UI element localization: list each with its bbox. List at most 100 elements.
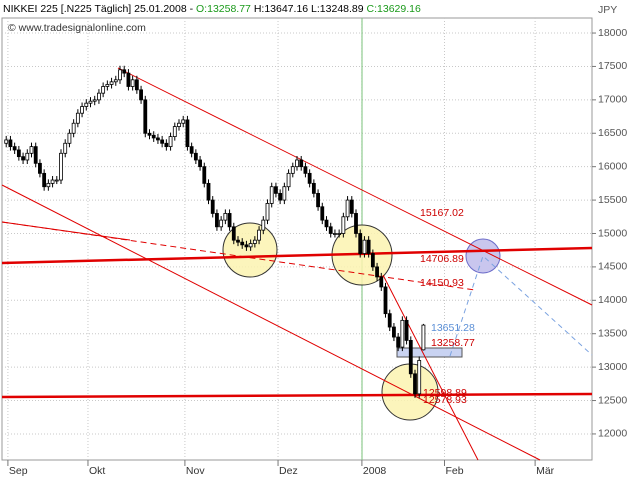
candle-body [59,152,63,181]
candle-body [54,179,59,182]
watermark: © www.tradesignalonline.com [8,22,146,34]
y-unit: JPY [598,4,617,16]
candle-body [63,142,68,154]
candle-body [311,182,316,194]
candle-body [143,99,148,134]
y-tick-label: 13500 [598,327,627,339]
annotation-label: 13651.28 [431,322,475,334]
candle-body [16,149,21,158]
annotations: 15167.02 14706.89 14150.93 13651.28 13258.77… [420,207,475,406]
candle-body [290,166,295,174]
candle-body [324,219,329,228]
candle-body [328,226,333,234]
candle-body [261,219,266,231]
candle-body [12,146,17,151]
candle-body [295,159,299,168]
candle-body [265,203,270,221]
candle-body [387,313,392,328]
candle-body [168,136,173,148]
candles [4,65,426,398]
candle-body [282,186,287,201]
candle-body [130,79,135,87]
candle-body [25,152,30,161]
candle-body [42,172,47,188]
candle-body [8,139,13,148]
candle-body [122,69,127,74]
ohlc-value: L:13248.89 [311,3,364,15]
candle-body [244,244,249,248]
trend-line [117,67,593,306]
candle-body [134,79,139,91]
candle-body [193,152,198,161]
candle-body [71,122,76,134]
candle-body [118,69,122,81]
candle-body [33,146,38,164]
candle-body [38,162,42,174]
header: NIKKEI 225 [.N225 Täglich] 25.01.2008 - … [3,3,421,15]
candle-body [92,99,97,102]
y-tick-label: 12000 [598,428,627,440]
candle-body [147,132,152,136]
candle-body [248,243,253,248]
candle-body [358,233,363,254]
y-tick-label: 17500 [598,60,627,72]
support-line [1,392,593,399]
highlight-circle [222,222,278,278]
ohlc: O:13258.77 H:13647.16 L:13248.89 C:13629… [193,3,421,15]
candle-body [354,213,358,234]
candle-body [286,172,291,188]
candle-body [379,276,384,288]
annotation-label: 12578.93 [423,394,467,406]
candle-body [366,239,371,254]
candle-body [404,319,409,341]
y-tick-label: 12500 [598,394,627,406]
candle-body [303,166,308,174]
ohlc-value: C:13629.16 [367,3,421,15]
annotation-label: 12598.89 [423,387,467,399]
candle-body [206,182,211,201]
candle-body [202,166,207,184]
candle-body [75,112,80,124]
y-tick-label: 16500 [598,127,627,139]
candle-body [421,324,426,351]
annotation-label: 14706.89 [420,253,464,265]
candle-body [185,119,190,148]
candle-body [172,126,177,138]
candle-body [50,179,55,184]
candle-body [349,199,354,214]
x-tick-label: Mär [536,465,555,477]
candle-body [126,72,131,87]
candle-body [109,81,114,85]
candle-body [67,132,72,144]
candle-body [177,122,181,127]
y-tick-label: 16000 [598,160,627,172]
trend-line [382,274,479,461]
candle-body [181,119,186,124]
candle-body [362,239,367,254]
x-tick-label: Dez [279,465,298,477]
x-tick-label: Okt [89,465,105,477]
candle-body [21,156,25,161]
candle-body [333,233,337,235]
candle-body [105,84,110,87]
candle-body [408,339,413,375]
candle-body [164,142,169,148]
ohlc-value: H:13647.16 [254,3,308,15]
candle-body [97,92,101,101]
ohlc-value: O:13258.77 [196,3,251,15]
candle-body [29,146,34,154]
candle-body [392,326,396,338]
candle-body [139,89,143,101]
y-tick-label: 15000 [598,227,627,239]
candle-body [101,86,106,94]
candle-body [4,139,9,144]
y-tick-label: 14500 [598,261,627,273]
candle-body [383,286,388,315]
candle-body [396,336,401,348]
candle-body [215,213,219,228]
candle-body [413,373,417,395]
trend-line [1,221,131,241]
annotation-label: 15167.02 [420,207,464,219]
candle-body [236,239,240,243]
